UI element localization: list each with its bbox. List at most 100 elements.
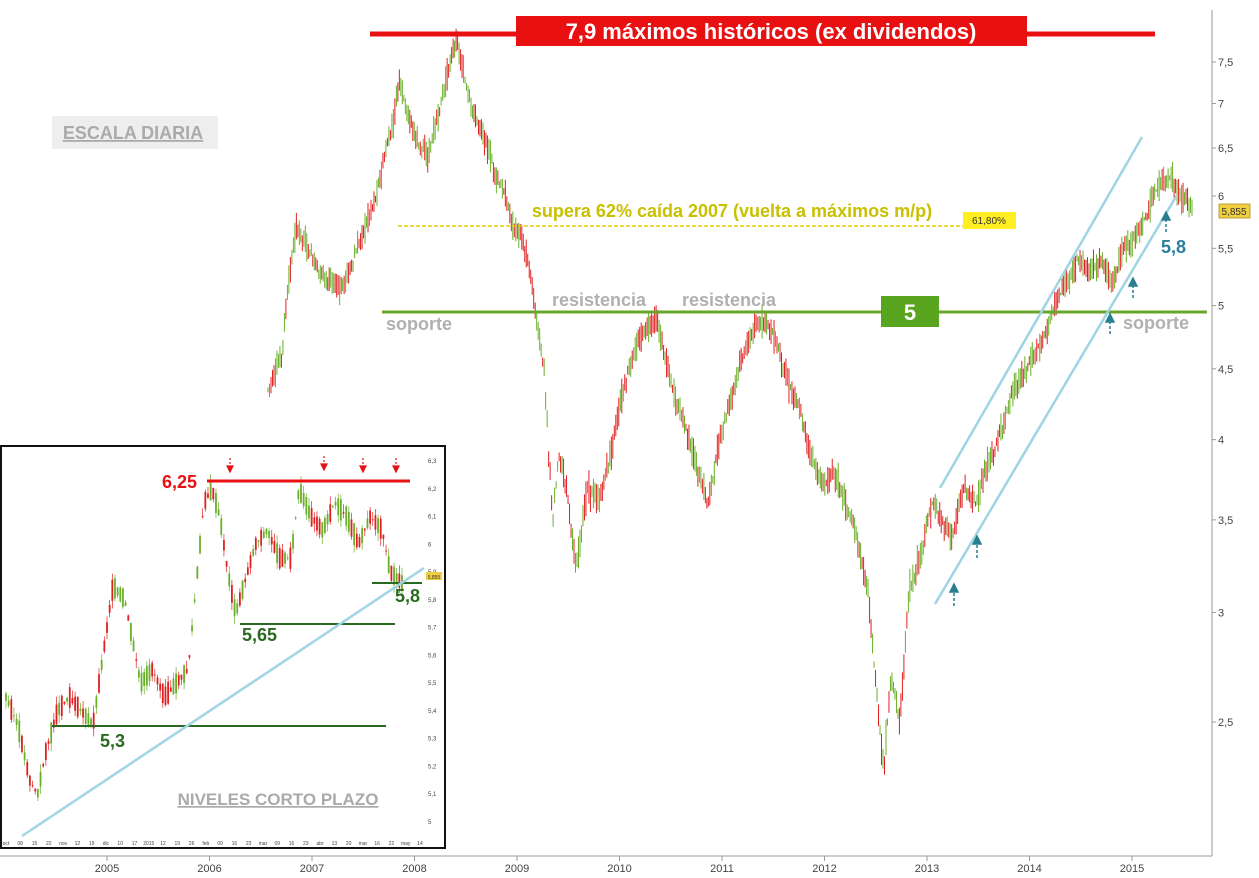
inset-candle-body — [114, 578, 116, 599]
inset-candle-body — [284, 552, 286, 564]
inset-candle-body — [13, 715, 15, 717]
inset-candle-body — [108, 604, 111, 613]
support-right-label: soporte — [1123, 313, 1189, 333]
inset-candle-body — [252, 549, 255, 556]
inset-candle-body — [143, 671, 146, 687]
y-tick-label: 7 — [1218, 98, 1224, 110]
inset-candle-body — [172, 678, 175, 695]
inset-candle-body — [188, 655, 191, 658]
inset-candle-body — [21, 735, 23, 752]
inset-candle-body — [119, 587, 122, 602]
inset-candle-body — [15, 718, 18, 725]
inset-candle-body — [193, 599, 196, 602]
inset-candle-body — [300, 483, 302, 503]
inset-candle-body — [130, 622, 132, 641]
inset-candle-body — [350, 519, 353, 537]
inset-candle-body — [7, 700, 10, 706]
inset-y-tick-label: 5,1 — [428, 792, 437, 798]
inset-candle-body — [71, 697, 74, 704]
inset-level-565: 5,65 — [242, 625, 277, 645]
inset-candle-body — [10, 699, 13, 720]
inset-x-tick-label: 2015 — [143, 841, 154, 847]
inset-chart: 55,15,25,35,45,55,65,75,85,966,16,26,3 o… — [0, 445, 446, 849]
inset-candle-body — [196, 566, 199, 579]
inset-candle-body — [60, 695, 63, 717]
inset-candle-body — [87, 713, 90, 726]
y-tick-label: 4,5 — [1218, 364, 1233, 376]
inset-x-tick-label: 19 — [89, 841, 95, 847]
inset-candle-body — [305, 497, 308, 515]
inset-candle-body — [241, 580, 244, 599]
inset-candle-body — [175, 673, 177, 694]
inset-x-tick-label: 16 — [374, 841, 380, 847]
inset-candle-body — [127, 615, 130, 621]
inset-candle-body — [236, 603, 239, 614]
inset-candle-body — [185, 668, 188, 674]
inset-x-tick-label: nov — [59, 841, 68, 847]
inset-candle-body — [148, 664, 151, 682]
inset-x-tick-label: dic — [103, 841, 110, 847]
x-tick-label: 2005 — [95, 863, 119, 875]
inset-candle-body — [260, 529, 263, 546]
fib-label: supera 62% caída 2007 (vuelta a máximos … — [532, 201, 932, 221]
inset-candle-body — [44, 743, 47, 761]
inset-candle-body — [339, 499, 342, 521]
inset-resistance-value: 6,25 — [162, 472, 197, 492]
inset-candle-body — [244, 578, 247, 583]
inset-candle-body — [39, 771, 42, 787]
inset-x-tick-label: 26 — [189, 841, 195, 847]
inset-candle-body — [26, 761, 29, 776]
inset-y-tick-label: 6 — [428, 542, 432, 548]
inset-candle-body — [361, 528, 364, 544]
inset-candle-body — [169, 687, 172, 692]
ath-label-box — [516, 16, 1027, 46]
x-tick-label: 2013 — [915, 863, 939, 875]
inset-candle-body — [353, 523, 356, 546]
inset-y-tick-label: 5,6 — [428, 653, 437, 659]
fib-value: 61,80% — [972, 216, 1006, 227]
y-tick-label: 3,5 — [1218, 515, 1233, 527]
inset-candle-body — [156, 677, 159, 685]
inset-candle-body — [334, 501, 337, 506]
inset-y-tick-label: 5,4 — [428, 709, 437, 715]
inset-y-tick-label: 6,1 — [428, 515, 437, 521]
inset-y-tick-label: 6,2 — [428, 487, 437, 493]
inset-trend-line — [21, 566, 425, 838]
inset-candle-body — [111, 579, 114, 601]
last-price-badge — [1218, 203, 1251, 219]
scale-label-box — [52, 116, 218, 149]
inset-y-tick-label: 5,3 — [428, 737, 437, 743]
inset-candle-body — [249, 555, 252, 569]
inset-x-tick-label: 09 — [274, 841, 280, 847]
inset-candle-body — [297, 490, 300, 500]
inset-candle-body — [135, 659, 138, 661]
inset-y-tick-label: 5,5 — [428, 681, 437, 687]
inset-candle-body — [140, 672, 143, 692]
y-tick-label: 6,5 — [1218, 143, 1233, 155]
inset-candle-body — [164, 686, 167, 705]
resistance-label-1: resistencia — [552, 290, 647, 310]
inset-x-tick-label: mar — [359, 841, 368, 847]
inset-candle-body — [82, 708, 84, 718]
inset-candle-body — [265, 528, 268, 535]
inset-candle-body — [395, 573, 398, 584]
inset-candle-body — [84, 708, 87, 724]
inset-candle-body — [74, 696, 77, 711]
inset-x-tick-label: 20 — [346, 841, 352, 847]
inset-candle-body — [302, 493, 305, 507]
inset-candle-body — [29, 775, 31, 786]
inset-x-tick-label: 13 — [332, 841, 338, 847]
inset-candle-body — [377, 518, 379, 534]
inset-candle-body — [122, 588, 124, 607]
inset-x-tick-label: feb — [202, 841, 209, 847]
inset-title: NIVELES CORTO PLAZO — [178, 790, 379, 809]
inset-y-tick-label: 5,7 — [428, 626, 437, 632]
inset-candle-body — [358, 537, 361, 547]
inset-x-tick-label: 12 — [75, 841, 81, 847]
inset-candle-body — [5, 693, 7, 701]
down-arrow-icons — [226, 456, 400, 474]
scale-label: ESCALA DIARIA — [63, 123, 203, 143]
inset-candle-body — [201, 516, 204, 518]
inset-candle-body — [161, 683, 164, 704]
inset-candle-body — [326, 514, 329, 525]
